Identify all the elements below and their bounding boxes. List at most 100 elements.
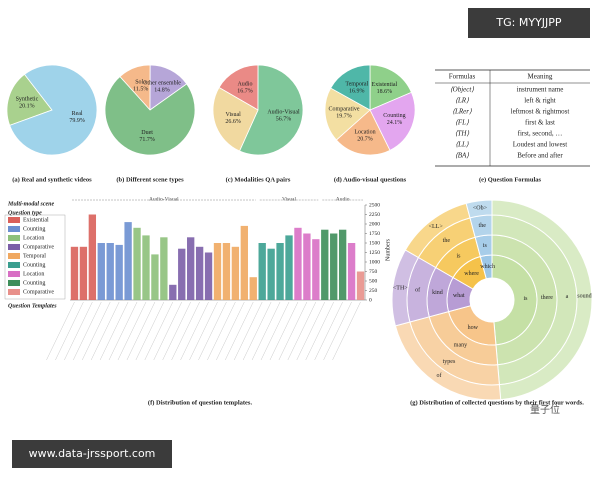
data-label: 20.1% bbox=[19, 104, 35, 110]
legend-swatch bbox=[8, 262, 20, 268]
y-tick-label: 2500 bbox=[369, 202, 380, 208]
watermark: www.data-jrssport.com bbox=[29, 447, 156, 460]
pie-slice bbox=[238, 64, 304, 156]
sunburst-label: is bbox=[457, 254, 462, 260]
bar bbox=[160, 237, 168, 300]
x-tick-stub bbox=[55, 301, 84, 361]
data-label: 71.7% bbox=[139, 137, 155, 143]
data-label: 56.7% bbox=[276, 116, 292, 122]
x-tick-stub bbox=[332, 301, 361, 361]
x-tick-stub bbox=[180, 301, 209, 361]
legend-label: Counting bbox=[23, 280, 45, 286]
bar bbox=[88, 214, 97, 300]
bar bbox=[321, 229, 329, 300]
legend-label: Comparative bbox=[23, 244, 54, 250]
legend-box bbox=[4, 214, 66, 300]
sunburst-label: the bbox=[479, 223, 487, 229]
bar bbox=[115, 244, 123, 300]
pie-slice bbox=[330, 64, 371, 111]
y-tick-label: 1750 bbox=[369, 231, 380, 237]
slice-label: Existential bbox=[372, 82, 398, 88]
sunburst-label: which bbox=[480, 264, 495, 270]
bar bbox=[267, 248, 275, 300]
bar bbox=[347, 243, 356, 300]
bar bbox=[276, 243, 284, 300]
sunburst-label: sound bbox=[577, 293, 591, 299]
data-label: 26.6% bbox=[225, 119, 241, 125]
x-axis-label: Question Templates bbox=[8, 303, 57, 309]
sunburst-label: kind bbox=[432, 290, 443, 296]
y-tick-label: 500 bbox=[369, 278, 378, 284]
bar bbox=[133, 227, 141, 300]
bar bbox=[124, 222, 132, 300]
x-tick-stub bbox=[135, 301, 165, 361]
table-cell: left & right bbox=[524, 97, 556, 105]
table-cell: ⟨LL⟩ bbox=[455, 141, 469, 149]
data-label: 19.7% bbox=[336, 114, 352, 120]
watermark-box bbox=[468, 8, 590, 38]
bar bbox=[169, 284, 177, 300]
bar bbox=[195, 246, 204, 300]
pie-slice bbox=[369, 64, 412, 111]
bar bbox=[240, 225, 248, 300]
bar bbox=[356, 271, 365, 300]
y-tick-label: 1000 bbox=[369, 259, 380, 265]
sunburst-label: is bbox=[483, 243, 488, 249]
caption: (g) Distribution of collected questions … bbox=[410, 399, 584, 406]
legend-swatch bbox=[8, 253, 20, 259]
x-tick-stub bbox=[314, 301, 343, 361]
legend-swatch bbox=[8, 217, 20, 223]
x-tick-stub bbox=[108, 301, 138, 361]
bar bbox=[70, 246, 79, 300]
slice-label: Solo bbox=[135, 79, 146, 85]
bar bbox=[151, 254, 159, 300]
x-tick-stub bbox=[162, 301, 191, 361]
bar bbox=[213, 243, 222, 300]
pie-slice bbox=[212, 86, 259, 152]
x-tick-stub bbox=[242, 301, 272, 361]
table-cell: ⟨FL⟩ bbox=[455, 119, 469, 127]
bar bbox=[285, 235, 293, 300]
legend-label: Location bbox=[23, 235, 44, 241]
x-tick-stub bbox=[198, 301, 227, 361]
slice-label: Comparative bbox=[329, 107, 360, 113]
table-cell: ⟨BA⟩ bbox=[455, 152, 469, 160]
legend-swatch bbox=[8, 271, 20, 277]
bar bbox=[106, 243, 114, 300]
y-tick-label: 750 bbox=[369, 269, 378, 275]
legend-swatch bbox=[8, 244, 20, 250]
legend-swatch bbox=[8, 235, 20, 241]
table-cell: first & last bbox=[525, 119, 555, 127]
sunburst-label: types bbox=[443, 359, 456, 365]
bar bbox=[330, 233, 338, 300]
data-label: 16.9% bbox=[349, 88, 365, 94]
x-tick-stub bbox=[153, 301, 182, 361]
slice-label: Temporal bbox=[345, 81, 368, 87]
legend-title: Question type bbox=[8, 210, 42, 216]
y-tick-label: 1250 bbox=[369, 250, 380, 256]
sunburst-label: <LL> bbox=[429, 224, 444, 230]
x-tick-stub bbox=[216, 301, 245, 361]
caption: (e) Question Formulas bbox=[479, 176, 542, 183]
caption: (c) Modalities QA pairs bbox=[226, 176, 291, 183]
data-label: 18.6% bbox=[377, 89, 393, 95]
bar bbox=[142, 235, 150, 300]
data-label: 16.7% bbox=[237, 88, 253, 94]
pie-slice bbox=[218, 64, 259, 111]
slice-label: Audio bbox=[237, 81, 252, 87]
y-tick-label: 1500 bbox=[369, 240, 380, 246]
bar bbox=[312, 239, 320, 300]
sunburst-label: where bbox=[464, 271, 479, 277]
x-tick-stub bbox=[323, 301, 352, 361]
x-tick-stub bbox=[305, 301, 334, 361]
x-tick-stub bbox=[287, 301, 317, 361]
table-header: Meaning bbox=[528, 73, 553, 81]
logo: 量子位 bbox=[530, 403, 560, 416]
sunburst-label: what bbox=[453, 293, 465, 299]
bar bbox=[97, 243, 105, 300]
table-cell: ⟨TH⟩ bbox=[455, 130, 470, 138]
sunburst-segment bbox=[465, 199, 493, 219]
bar bbox=[79, 246, 88, 300]
sunburst-label: of bbox=[436, 372, 441, 379]
sunburst-label: a bbox=[566, 294, 569, 300]
